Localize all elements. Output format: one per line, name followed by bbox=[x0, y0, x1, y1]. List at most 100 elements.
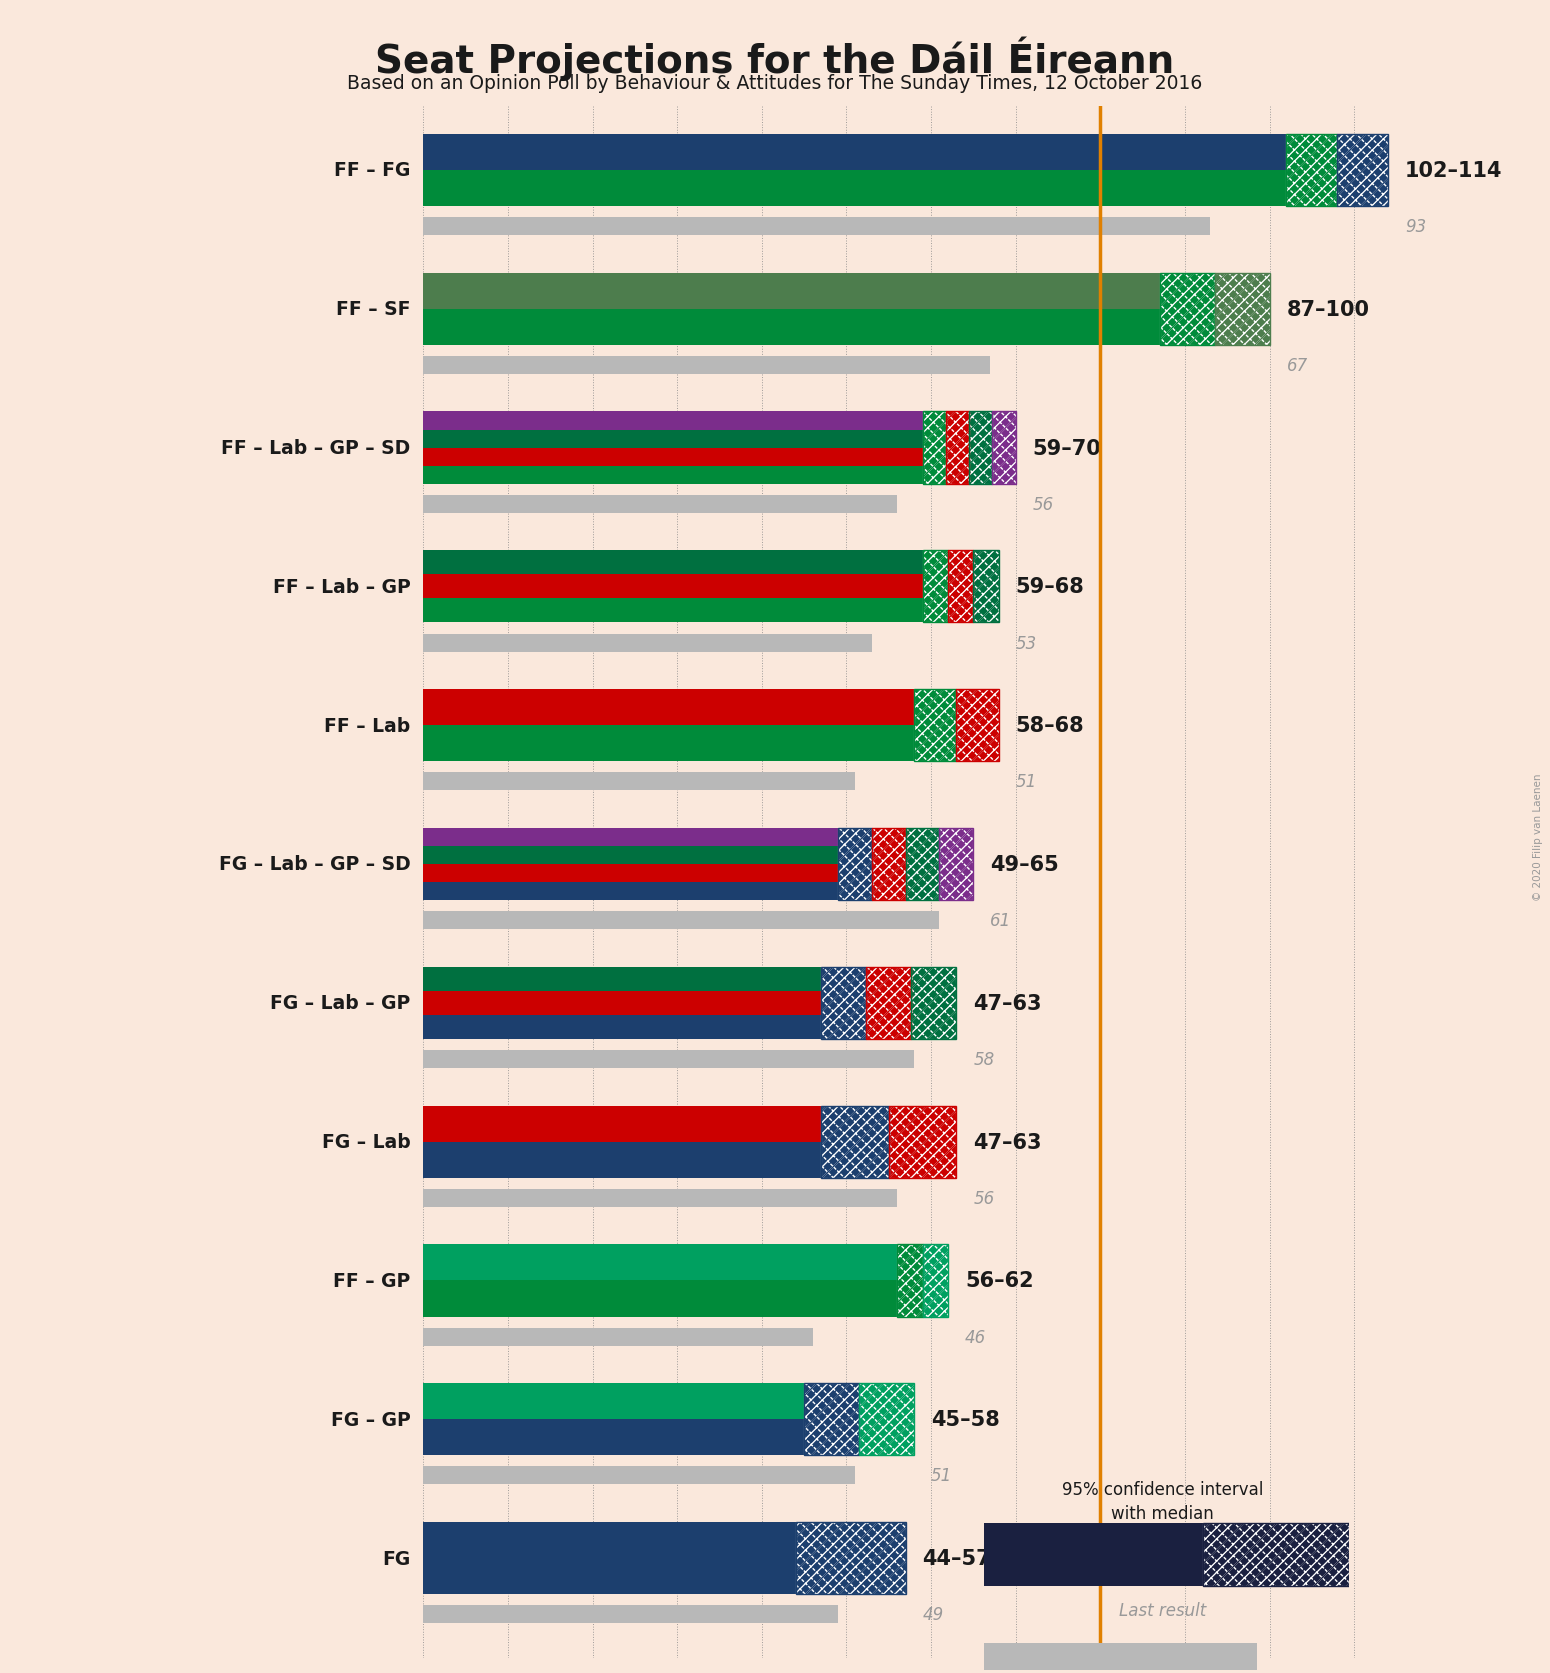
Bar bbox=[1159, 273, 1215, 346]
Bar bbox=[423, 1467, 856, 1484]
Bar bbox=[839, 828, 871, 900]
Bar bbox=[423, 634, 871, 652]
Bar bbox=[795, 1522, 905, 1594]
Bar bbox=[822, 967, 866, 1039]
Text: 56–62: 56–62 bbox=[966, 1271, 1034, 1290]
Text: 45–58: 45–58 bbox=[932, 1409, 1000, 1429]
Bar bbox=[992, 412, 1015, 485]
Bar bbox=[423, 136, 1286, 171]
Bar bbox=[897, 1245, 922, 1317]
Bar bbox=[423, 310, 1159, 346]
Bar bbox=[859, 1384, 914, 1456]
Text: Seat Projections for the Dáil Éireann: Seat Projections for the Dáil Éireann bbox=[375, 37, 1175, 82]
Bar bbox=[1286, 136, 1338, 207]
Bar bbox=[905, 828, 939, 900]
Bar bbox=[1286, 136, 1338, 207]
Bar bbox=[984, 1522, 1203, 1586]
Text: 47–63: 47–63 bbox=[973, 994, 1042, 1014]
Bar bbox=[795, 1522, 905, 1594]
Text: 44–57: 44–57 bbox=[922, 1548, 990, 1568]
Text: 58: 58 bbox=[973, 1051, 995, 1069]
Text: Last result: Last result bbox=[1119, 1601, 1206, 1619]
Bar bbox=[922, 550, 949, 622]
Bar bbox=[1159, 273, 1215, 346]
Bar bbox=[992, 412, 1015, 485]
Bar bbox=[939, 828, 973, 900]
Bar bbox=[992, 412, 1015, 485]
Text: FF – FG: FF – FG bbox=[335, 161, 411, 181]
Text: 87–100: 87–100 bbox=[1286, 299, 1370, 320]
Text: 51: 51 bbox=[1015, 773, 1037, 791]
Bar bbox=[423, 356, 990, 375]
Bar bbox=[423, 865, 839, 882]
Bar bbox=[423, 171, 1286, 207]
Bar bbox=[897, 1245, 922, 1317]
Bar bbox=[1286, 136, 1338, 207]
Bar bbox=[423, 217, 1211, 236]
Text: FF – Lab – GP – SD: FF – Lab – GP – SD bbox=[222, 438, 411, 458]
Bar bbox=[1203, 1522, 1348, 1586]
Bar bbox=[871, 828, 905, 900]
Text: 61: 61 bbox=[990, 912, 1012, 930]
Bar bbox=[423, 430, 922, 448]
Bar bbox=[423, 1143, 822, 1178]
Bar bbox=[423, 467, 922, 485]
Bar bbox=[423, 967, 822, 990]
Bar bbox=[423, 1384, 804, 1419]
Bar bbox=[888, 1106, 956, 1178]
Bar bbox=[911, 967, 956, 1039]
Bar bbox=[423, 495, 897, 514]
Text: FF – GP: FF – GP bbox=[333, 1271, 411, 1290]
Text: Based on an Opinion Poll by Behaviour & Attitudes for The Sunday Times, 12 Octob: Based on an Opinion Poll by Behaviour & … bbox=[347, 74, 1203, 92]
Text: 49: 49 bbox=[922, 1606, 944, 1623]
Bar bbox=[922, 1245, 949, 1317]
Bar bbox=[922, 550, 949, 622]
Bar bbox=[423, 273, 1159, 310]
Bar bbox=[922, 412, 946, 485]
Bar bbox=[795, 1522, 905, 1594]
Bar bbox=[1215, 273, 1269, 346]
Bar bbox=[973, 550, 998, 622]
Bar bbox=[914, 689, 956, 761]
Bar bbox=[822, 967, 866, 1039]
Bar bbox=[423, 1190, 897, 1208]
Bar bbox=[871, 828, 905, 900]
Bar bbox=[423, 448, 922, 467]
Bar bbox=[423, 1016, 822, 1039]
Bar bbox=[423, 1051, 914, 1069]
Text: 67: 67 bbox=[1286, 356, 1308, 375]
Text: FF – Lab – GP: FF – Lab – GP bbox=[273, 577, 411, 597]
Bar bbox=[922, 1245, 949, 1317]
Bar bbox=[866, 967, 911, 1039]
Bar bbox=[839, 828, 871, 900]
Bar bbox=[888, 1106, 956, 1178]
Bar bbox=[922, 550, 949, 622]
Bar bbox=[1215, 273, 1269, 346]
Bar bbox=[1159, 273, 1215, 346]
Text: 51: 51 bbox=[932, 1467, 952, 1484]
Bar bbox=[969, 412, 992, 485]
Bar bbox=[939, 828, 973, 900]
Bar bbox=[922, 1245, 949, 1317]
Bar bbox=[423, 689, 914, 726]
Bar bbox=[939, 828, 973, 900]
Text: FF – Lab: FF – Lab bbox=[324, 716, 411, 734]
Text: FG – GP: FG – GP bbox=[330, 1410, 411, 1429]
Text: 58–68: 58–68 bbox=[1015, 716, 1085, 736]
Bar bbox=[969, 412, 992, 485]
Bar bbox=[804, 1384, 859, 1456]
Bar bbox=[956, 689, 998, 761]
Bar bbox=[859, 1384, 914, 1456]
Bar bbox=[423, 726, 914, 761]
Bar bbox=[973, 550, 998, 622]
Bar bbox=[804, 1384, 859, 1456]
Bar bbox=[949, 550, 973, 622]
Bar bbox=[973, 550, 998, 622]
Bar bbox=[956, 689, 998, 761]
Bar bbox=[423, 883, 839, 900]
Bar bbox=[423, 599, 922, 622]
Bar bbox=[423, 1106, 822, 1143]
Bar bbox=[911, 967, 956, 1039]
Bar bbox=[871, 828, 905, 900]
Text: 102–114: 102–114 bbox=[1404, 161, 1502, 181]
